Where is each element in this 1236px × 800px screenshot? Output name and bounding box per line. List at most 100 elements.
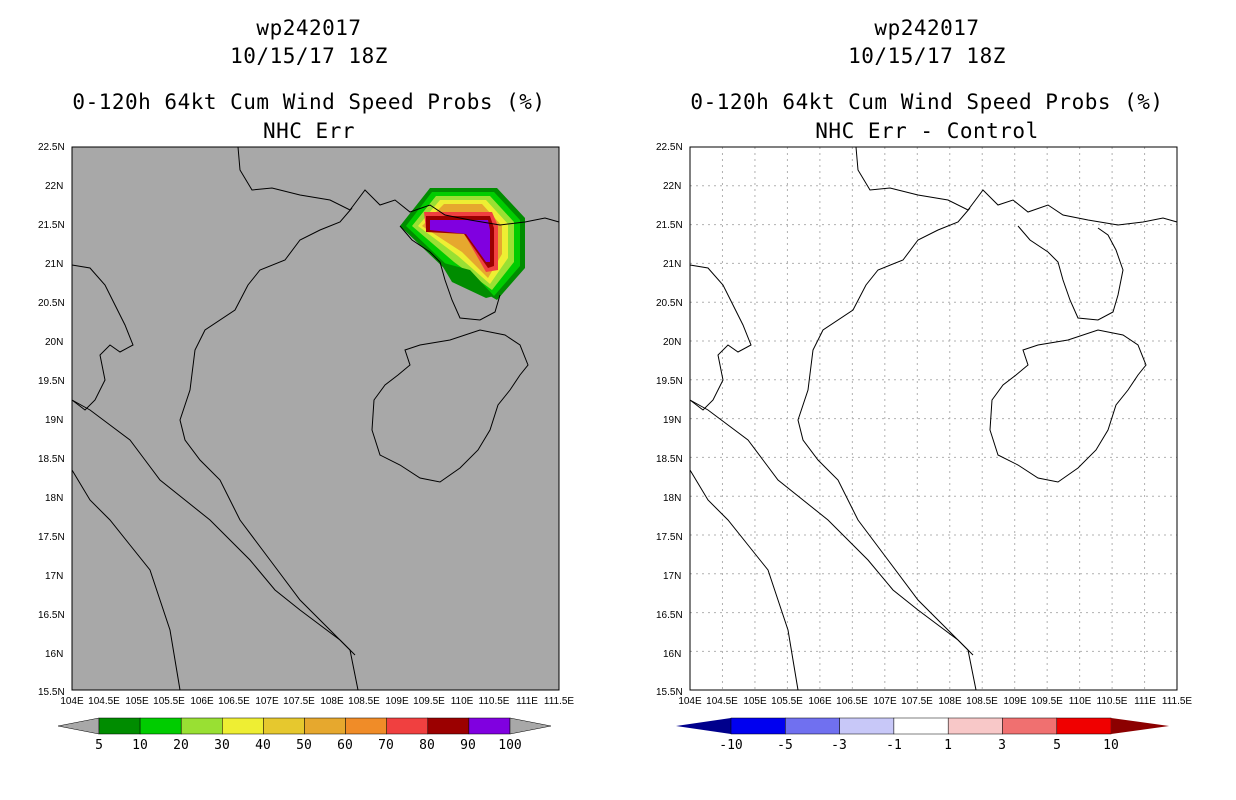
colorbar-label: 1 [944, 738, 952, 753]
left-title-date: 10/15/17 18Z [230, 44, 388, 68]
lon-tick: 108E [938, 696, 962, 707]
right-gridlines [690, 147, 1177, 690]
colorbar-swatch [468, 717, 511, 735]
colorbar-swatch [893, 717, 949, 735]
left-coastlines [71, 146, 560, 691]
left-map-svg: 22.5N 22N 21.5N 21N 20.5N 20N 19.5N 19N … [38, 142, 574, 753]
lon-tick: 107.5E [901, 696, 933, 707]
lat-tick: 17N [45, 571, 63, 582]
left-title-storm: wp242017 [256, 16, 362, 40]
colorbar-label: 3 [998, 738, 1006, 753]
lon-tick: 106E [808, 696, 832, 707]
lat-tick: 16N [663, 649, 681, 660]
lon-tick: 111E [1134, 696, 1156, 707]
lon-tick: 108E [320, 696, 344, 707]
colorbar-label: 70 [378, 738, 394, 753]
left-colorbar: 5 10 20 30 40 50 60 70 80 90 100 [57, 717, 552, 753]
colorbar-label: 10 [132, 738, 148, 753]
lon-tick: 106E [190, 696, 214, 707]
lon-tick: 107E [873, 696, 897, 707]
lon-tick: 110E [1069, 696, 1092, 707]
colorbar-left-arrow [676, 718, 731, 734]
coastline-hainan [989, 329, 1147, 483]
lon-tick: 105.5E [771, 696, 803, 707]
left-lat-ticks: 22.5N 22N 21.5N 21N 20.5N 20N 19.5N 19N … [38, 142, 65, 698]
right-map-frame [689, 146, 1178, 691]
right-title-product: 0-120h 64kt Cum Wind Speed Probs (%) [690, 90, 1164, 114]
colorbar-label: 5 [1053, 738, 1061, 753]
right-title-date: 10/15/17 18Z [848, 44, 1006, 68]
colorbar-label: 50 [296, 738, 312, 753]
coastline-leizhou [399, 225, 501, 321]
colorbar-swatch [947, 717, 1003, 735]
colorbar-label: 60 [337, 738, 353, 753]
coastline-hainan [371, 329, 529, 483]
lat-tick: 16.5N [38, 610, 65, 621]
border-laos-vietnam-south [689, 399, 974, 656]
colorbar-label: 40 [255, 738, 271, 753]
left-lon-ticks: 104E 104.5E 105E 105.5E 106E 106.5E 107E… [60, 696, 574, 707]
swath-100 [430, 220, 490, 262]
lat-tick: 22N [663, 181, 681, 192]
colorbar-label: 30 [214, 738, 230, 753]
left-title-subtitle: NHC Err [262, 119, 355, 143]
lon-tick: 108.5E [348, 696, 380, 707]
right-lat-ticks: 22.5N 22N 21.5N 21N 20.5N 20N 19.5N 19N … [656, 142, 683, 698]
lat-tick: 20.5N [38, 298, 65, 309]
left-panel: wp242017 10/15/17 18Z 0-120h 64kt Cum Wi… [38, 16, 574, 753]
colorbar-swatch [730, 717, 786, 735]
right-title-subtitle: NHC Err - Control [815, 119, 1039, 143]
lat-tick: 20N [45, 337, 63, 348]
colorbar-label: -5 [777, 738, 793, 753]
border-laos-vietnam [71, 264, 134, 411]
colorbar-swatch [1056, 717, 1112, 735]
colorbar-right-arrow [1111, 718, 1170, 734]
lat-tick: 18.5N [38, 454, 65, 465]
lat-tick: 17N [663, 571, 681, 582]
lat-tick: 18N [663, 493, 681, 504]
colorbar-label: 10 [1103, 738, 1119, 753]
colorbar-swatch [386, 717, 429, 735]
border-laos-thailand [689, 469, 799, 691]
lat-tick: 21.5N [656, 220, 683, 231]
lat-tick: 15.5N [38, 687, 65, 698]
colorbar-label: -1 [886, 738, 902, 753]
lon-tick: 108.5E [966, 696, 998, 707]
lon-tick: 110E [451, 696, 474, 707]
lat-tick: 18.5N [656, 454, 683, 465]
lon-tick: 109E [1003, 696, 1027, 707]
lon-tick: 106.5E [218, 696, 250, 707]
lon-tick: 111E [516, 696, 538, 707]
left-title-product: 0-120h 64kt Cum Wind Speed Probs (%) [72, 90, 546, 114]
lat-tick: 20.5N [656, 298, 683, 309]
colorbar-right-arrow [509, 717, 552, 735]
colorbar-swatch [785, 717, 840, 735]
right-coastlines [689, 146, 1178, 691]
lat-tick: 21N [663, 259, 681, 270]
right-colorbar: -10 -5 -3 -1 1 3 5 10 [676, 717, 1170, 753]
colorbar-label: 90 [460, 738, 476, 753]
right-map-svg: 22.5N 22N 21.5N 21N 20.5N 20N 19.5N 19N … [656, 142, 1192, 753]
lat-tick: 19N [663, 415, 681, 426]
lon-tick: 110.5E [479, 696, 510, 707]
right-lon-ticks: 104E 104.5E 105E 105.5E 106E 106.5E 107E… [678, 696, 1192, 707]
colorbar-swatch [839, 717, 895, 735]
lat-tick: 16N [45, 649, 63, 660]
lat-tick: 19.5N [38, 376, 65, 387]
lat-tick: 19N [45, 415, 63, 426]
colorbar-swatch [304, 717, 346, 735]
lat-tick: 18N [45, 493, 63, 504]
lon-tick: 110.5E [1097, 696, 1128, 707]
lat-tick: 21N [45, 259, 63, 270]
colorbar-label: 20 [173, 738, 189, 753]
lon-tick: 107.5E [283, 696, 315, 707]
lon-tick: 107E [255, 696, 279, 707]
lon-tick: 109.5E [1031, 696, 1063, 707]
colorbar-swatch [180, 717, 223, 735]
colorbar-label: 100 [498, 738, 521, 753]
colorbar-swatch [139, 717, 182, 735]
lon-tick: 105.5E [153, 696, 185, 707]
lon-tick: 104E [678, 696, 702, 707]
border-laos-vietnam [689, 264, 752, 411]
colorbar-left-arrow [57, 717, 100, 735]
